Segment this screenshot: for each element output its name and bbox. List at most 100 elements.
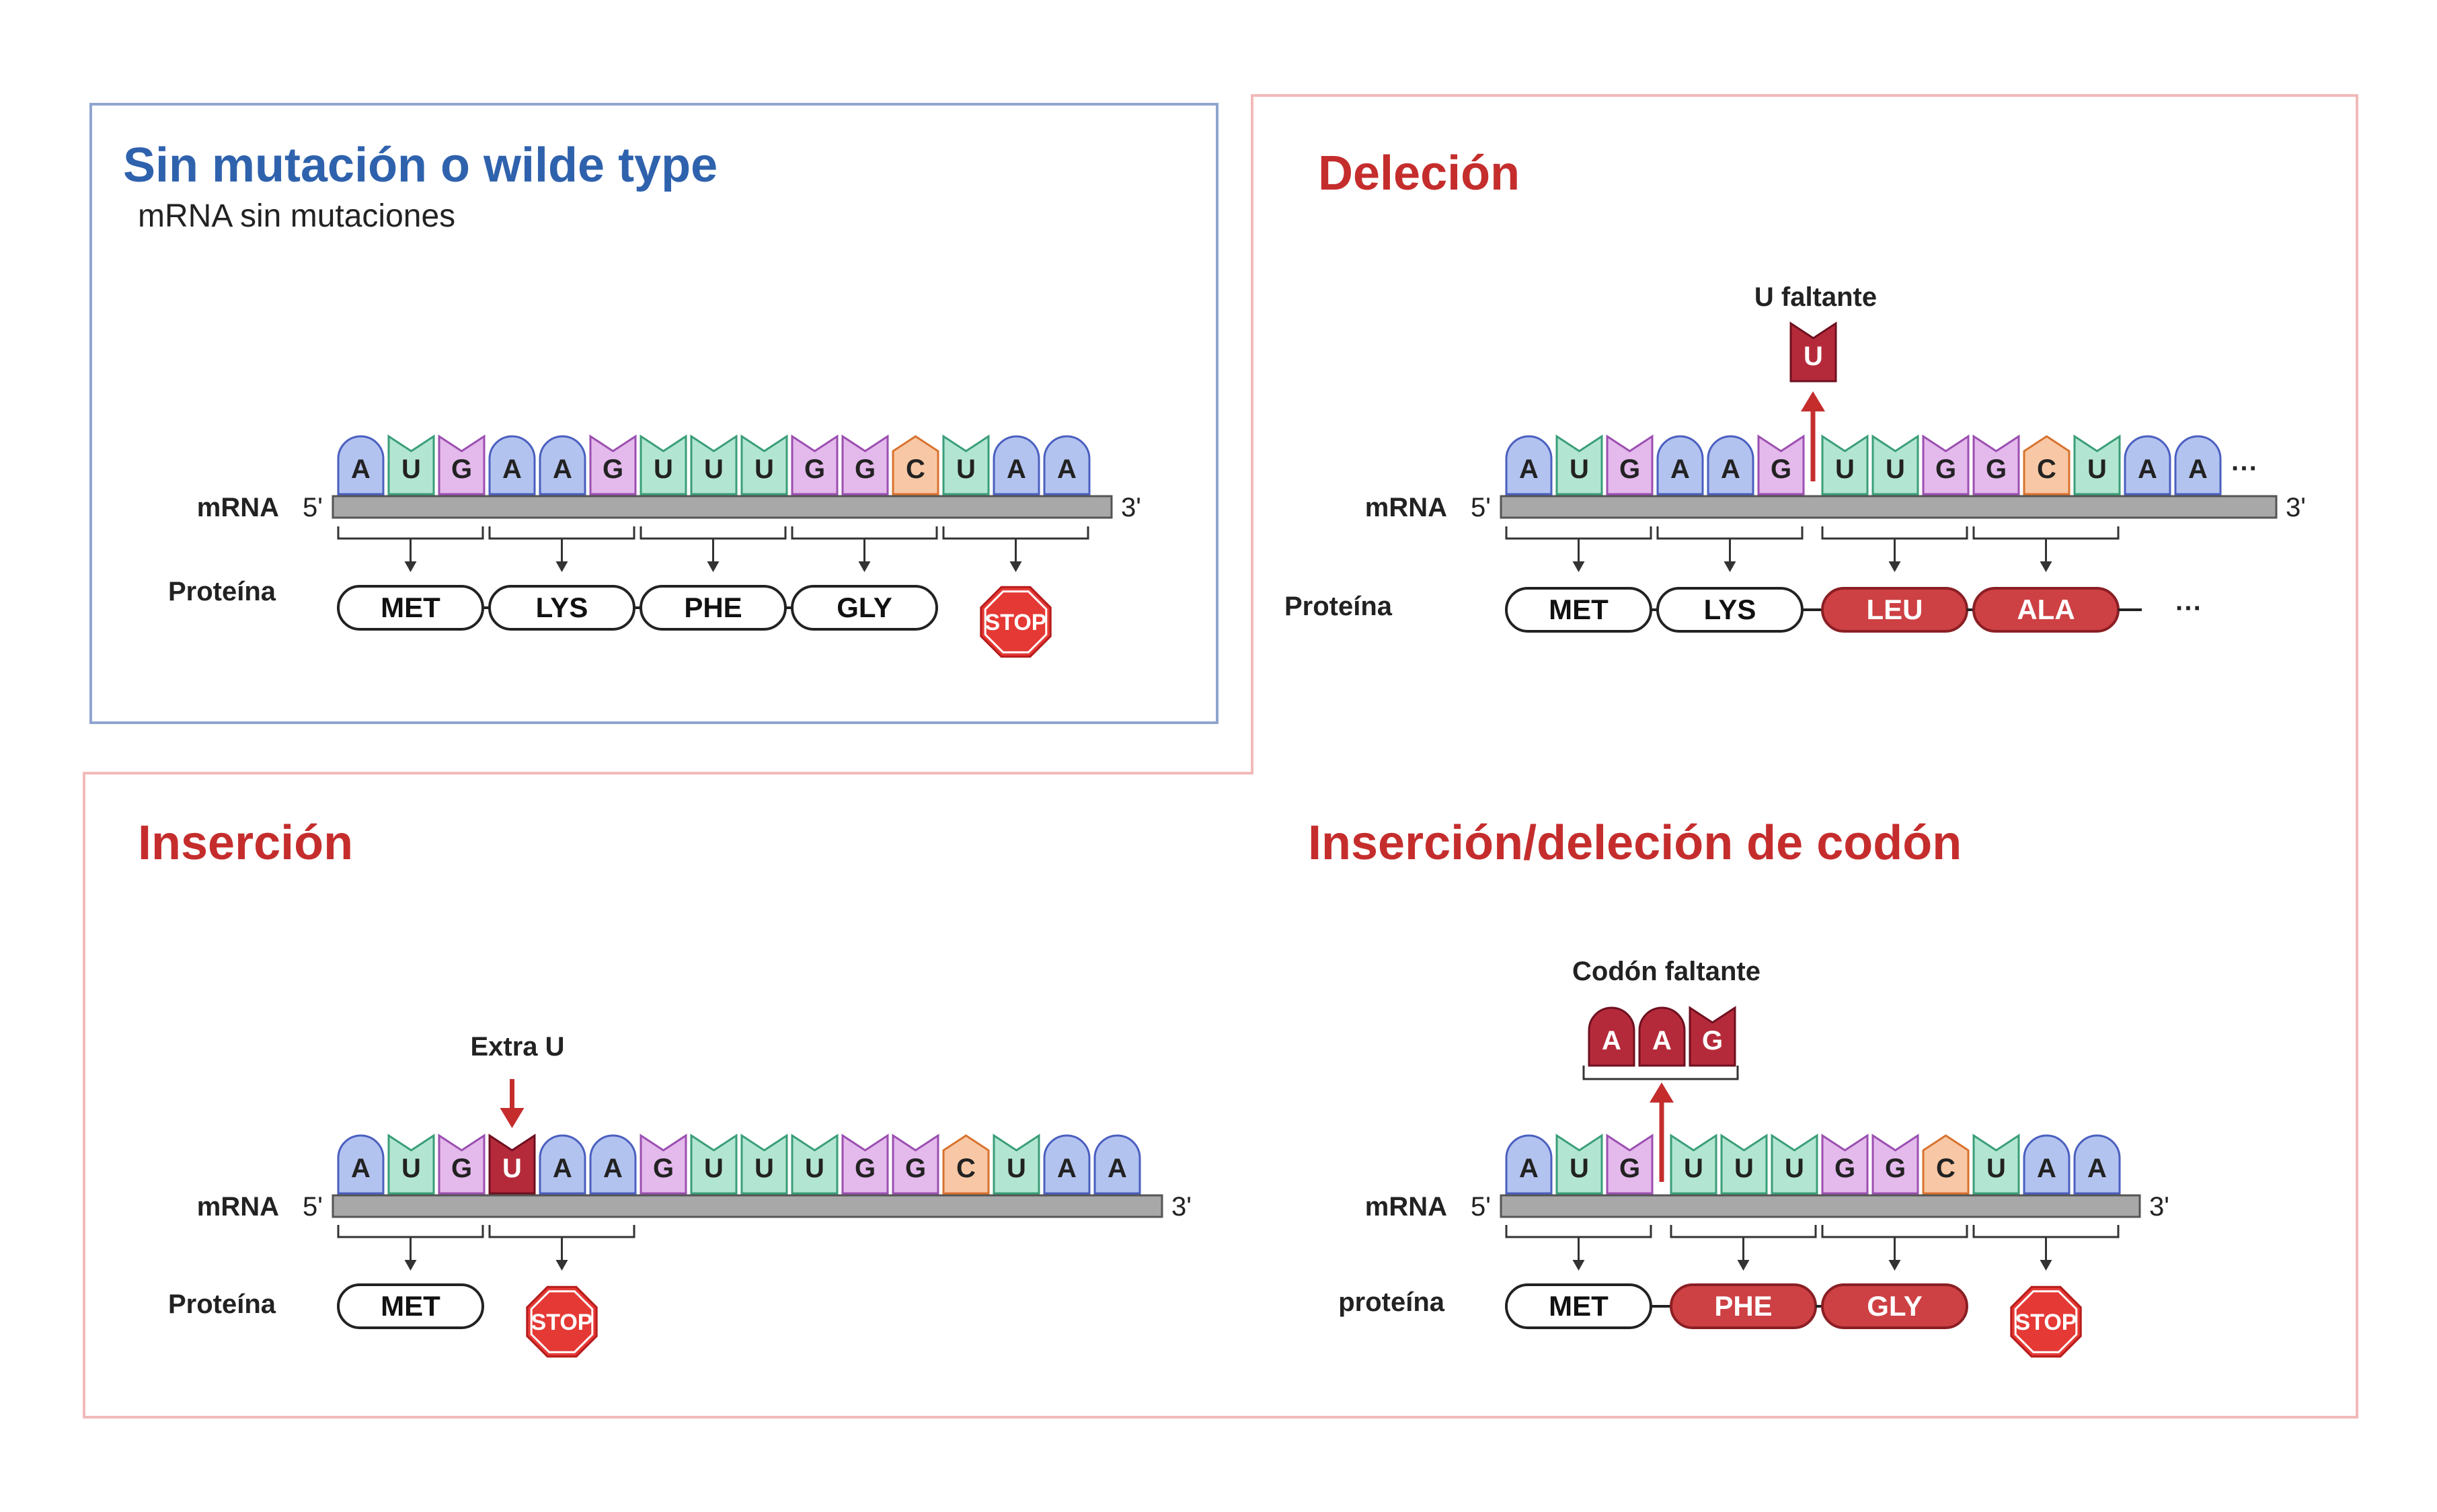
nucleotide: G <box>438 1133 486 1195</box>
nucleotide: G <box>841 1133 889 1195</box>
nucleotide: G <box>1757 434 1805 495</box>
nucleotide-letter: G <box>905 1154 926 1183</box>
panel-mutations-frame <box>83 94 2358 1419</box>
amino-acid-label: GLY <box>1867 1290 1922 1322</box>
amino-acid-label: LYS <box>536 592 588 623</box>
missing-nucleotide: U <box>1789 321 1837 383</box>
amino-acid-label: LYS <box>1704 594 1756 625</box>
codon-bracket <box>1505 526 1652 540</box>
nucleotide: U <box>1821 434 1869 495</box>
amino-acid: GLY <box>791 585 938 631</box>
nucleotide: A <box>1505 1134 1553 1195</box>
nucleotide-letter: G <box>1619 454 1640 484</box>
nucleotide: U <box>942 434 990 495</box>
protein-label: Proteína <box>1284 592 1393 621</box>
mrna-backbone <box>332 495 1113 519</box>
nucleotide-letter: A <box>1007 454 1026 484</box>
three-prime-label: 3' <box>2286 493 2306 522</box>
nucleotide-letter: U <box>1785 1154 1804 1183</box>
nucleotide-shape <box>438 1133 486 1195</box>
nucleotide-shape <box>1922 1134 1970 1195</box>
nucleotide-letter: A <box>1602 1026 1621 1056</box>
missing-codon-bracket <box>1582 1066 1739 1080</box>
nucleotide: A <box>1505 435 1553 495</box>
nucleotide-shape <box>993 1133 1040 1195</box>
codon-annotation: Codón faltante <box>1572 957 1761 986</box>
nucleotide: A <box>1093 1134 1141 1195</box>
codon-arrow-head <box>1888 1260 1901 1271</box>
nucleotide-letter: G <box>1619 1154 1640 1183</box>
nucleotide-letter: A <box>1519 1154 1539 1183</box>
nucleotide-letter: C <box>1936 1154 1956 1183</box>
nucleotide: G <box>1972 434 2020 495</box>
nucleotide-letter: U <box>401 1154 421 1183</box>
nucleotide: A <box>337 435 385 495</box>
nucleotide-letter: U <box>1570 454 1589 484</box>
nucleotide-shape <box>892 1133 939 1195</box>
nucleotide: A <box>488 435 536 495</box>
protein-ellipsis: ··· <box>2175 594 2202 623</box>
codon-bracket <box>1821 526 1968 540</box>
nucleotide-shape <box>337 1134 385 1195</box>
nucleotide-letter: A <box>553 1154 572 1183</box>
codon-bracket <box>791 526 938 540</box>
codon-bracket <box>1670 1225 1817 1238</box>
nucleotide-letter: C <box>956 1154 976 1183</box>
nucleotide-shape <box>1871 434 1919 495</box>
nucleotide: C <box>1922 1134 1970 1195</box>
stop-label: STOP <box>531 1310 593 1335</box>
nucleotide-shape <box>1689 1006 1736 1067</box>
inserted-nucleotide: U <box>488 1133 536 1195</box>
protein-label: Proteína <box>168 1289 276 1319</box>
nucleotide-shape <box>1972 434 2020 495</box>
nucleotide: U <box>1670 1133 1717 1195</box>
stop-octagon <box>2010 1285 2082 1358</box>
insertion-annotation: Extra U <box>470 1032 564 1062</box>
stop-inner-ring <box>984 590 1048 653</box>
amino-acid: MET <box>337 585 484 631</box>
nucleotide-letter: U <box>2087 454 2107 484</box>
nucleotide-letter: G <box>1702 1026 1723 1056</box>
codon-deletion-arrow-head <box>1650 1082 1674 1103</box>
nucleotide: U <box>791 1133 839 1195</box>
nucleotide-shape <box>387 434 435 495</box>
nucleotide-letter: G <box>451 454 472 484</box>
nucleotide-letter: A <box>1721 454 1740 484</box>
nucleotide-shape <box>640 1133 687 1195</box>
nucleotide-letter: U <box>1986 1154 2006 1183</box>
panel-deletion: A U G A A G U U G G C U A A ···mRNA 5' 3'U faltanteUProt… <box>1284 282 2306 633</box>
nucleotide-letter: A <box>2188 454 2208 484</box>
nucleotide-letter: G <box>1834 1154 1855 1183</box>
stop-octagon <box>526 1285 598 1358</box>
amino-acid-label: MET <box>381 1290 440 1322</box>
nucleotide-letter: U <box>654 454 673 484</box>
codon-arrow-head <box>707 561 720 572</box>
nucleotide-letter: G <box>855 454 876 484</box>
nucleotide-letter: U <box>1804 342 1823 371</box>
amino-acid-pill <box>791 585 938 631</box>
sequence-ellipsis: ··· <box>2231 454 2258 483</box>
nucleotide: A <box>993 435 1040 495</box>
nucleotide-shape <box>1043 1134 1091 1195</box>
nucleotide-letter: A <box>1652 1026 1672 1056</box>
nucleotide-shape <box>942 1134 990 1195</box>
nucleotide: A <box>1043 1134 1091 1195</box>
deletion-annotation: U faltante <box>1754 282 1877 312</box>
nucleotide-shape <box>589 1134 637 1195</box>
codon-arrow-head <box>1888 561 1901 572</box>
five-prime-label: 5' <box>1471 1192 1491 1222</box>
nucleotide-letter: U <box>704 454 724 484</box>
stop-inner-ring <box>2014 1290 2078 1353</box>
stop-sign: STOP <box>2010 1285 2082 1358</box>
nucleotide-shape <box>740 434 788 495</box>
nucleotide-shape <box>1821 434 1869 495</box>
nucleotide-shape <box>2023 435 2071 495</box>
nucleotide-shape <box>841 1133 889 1195</box>
nucleotide-letter: U <box>1684 1154 1703 1183</box>
amino-acid-label: PHE <box>684 592 742 623</box>
nucleotide-letter: A <box>1057 454 1077 484</box>
amino-acid-label: LEU <box>1867 594 1923 625</box>
nucleotide-letter: A <box>603 1154 623 1183</box>
nucleotide: G <box>892 1133 939 1195</box>
